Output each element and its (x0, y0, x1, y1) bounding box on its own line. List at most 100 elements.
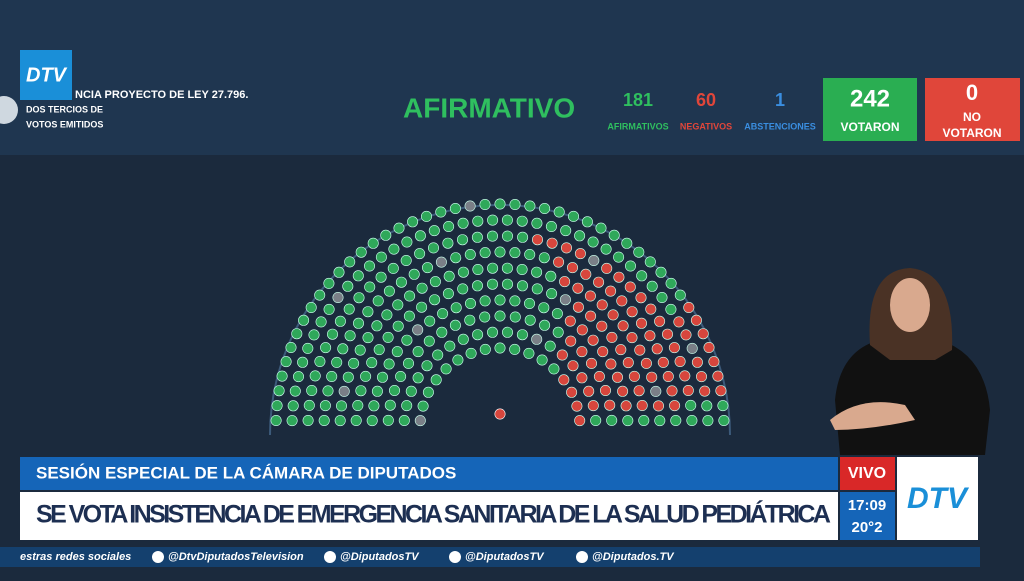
seat (494, 310, 506, 322)
seat (276, 370, 288, 382)
live: VIVO (848, 465, 886, 482)
seat (622, 415, 634, 427)
seat (464, 297, 476, 309)
seat (576, 372, 588, 384)
seat (344, 256, 356, 268)
seat (593, 370, 605, 382)
seat (464, 200, 476, 212)
seat (416, 282, 428, 294)
seat (644, 330, 656, 342)
seat (298, 314, 310, 326)
live-box (840, 457, 895, 490)
seat (636, 270, 648, 282)
seat (332, 291, 344, 303)
seat (670, 414, 682, 426)
seat (457, 283, 469, 295)
headline-bar (20, 492, 838, 540)
seat (566, 386, 578, 398)
seat (443, 221, 455, 233)
seat (355, 246, 367, 258)
seat (665, 303, 677, 315)
seat (297, 356, 309, 368)
seat (395, 276, 407, 288)
ticker-icon (324, 551, 336, 563)
seat (353, 292, 365, 304)
seat (617, 385, 629, 397)
seat (548, 363, 560, 375)
seat (531, 266, 543, 278)
seat (382, 331, 394, 343)
seat (613, 251, 625, 263)
seat (400, 255, 412, 267)
seat (428, 225, 440, 237)
seat (604, 399, 616, 411)
seat (285, 341, 297, 353)
seat (605, 285, 617, 297)
seat (412, 346, 424, 358)
seat (404, 290, 416, 302)
seat (494, 198, 506, 210)
seat (587, 334, 599, 346)
count-value: 181 (623, 90, 653, 110)
seat (545, 270, 557, 282)
seat (697, 328, 709, 340)
seat (552, 326, 564, 338)
seat (373, 344, 385, 356)
seat (375, 271, 387, 283)
seat (383, 358, 395, 370)
seat (651, 343, 663, 355)
seat (718, 414, 730, 426)
seat (450, 252, 462, 264)
seat (456, 234, 468, 246)
seat (574, 230, 586, 242)
seat (531, 234, 543, 246)
ticker-item: @DiputadosTV (465, 551, 545, 563)
seat (701, 400, 713, 412)
seat (584, 290, 596, 302)
seat (661, 328, 673, 340)
seat (318, 414, 330, 426)
logo: DTV (907, 482, 970, 515)
seat (596, 299, 608, 311)
voted-box (823, 78, 917, 141)
seat (471, 231, 483, 243)
seat (414, 415, 426, 427)
seat (652, 400, 664, 412)
seat (560, 225, 572, 237)
face (890, 278, 930, 332)
seat (366, 415, 378, 427)
seat (703, 341, 715, 353)
seat (270, 414, 282, 426)
seat (371, 385, 383, 397)
seat (690, 314, 702, 326)
seat (427, 242, 439, 254)
seat (657, 356, 669, 368)
seat (401, 400, 413, 412)
seat (608, 229, 620, 241)
seat (271, 400, 283, 412)
seat (368, 400, 380, 412)
seat (350, 414, 362, 426)
seat (440, 363, 452, 375)
seat (287, 400, 299, 412)
seat (516, 280, 528, 292)
seat (302, 414, 314, 426)
seat (717, 400, 729, 412)
seat (423, 335, 435, 347)
seat (531, 333, 543, 345)
ticker-item: @Diputados.TV (592, 551, 675, 563)
seat (633, 385, 645, 397)
seat (587, 236, 599, 248)
seat (320, 342, 332, 354)
seat (487, 214, 499, 226)
ticker-item: @DiputadosTV (340, 551, 420, 563)
seat (387, 262, 399, 274)
seat (335, 400, 347, 412)
seat (538, 302, 550, 314)
seat (516, 329, 528, 341)
seat (580, 268, 592, 280)
seat (392, 320, 404, 332)
not-voted-value: 0 (966, 80, 978, 105)
bill: NCIA PROYECTO DE LEY 27.796. (75, 89, 248, 101)
